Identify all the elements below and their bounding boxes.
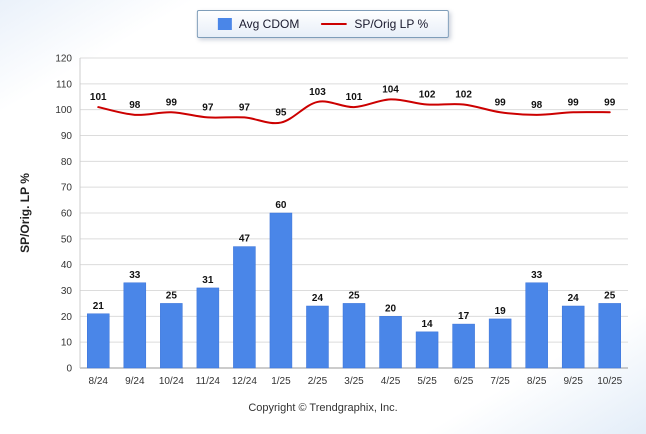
legend: Avg CDOM SP/Orig LP % [196, 10, 450, 38]
bar [160, 303, 183, 369]
bar [123, 282, 147, 369]
line-value-label: 103 [309, 87, 326, 98]
bar [87, 313, 110, 369]
y-tick-label: 50 [61, 234, 73, 245]
y-tick-label: 30 [61, 286, 73, 297]
y-tick-label: 120 [55, 54, 72, 65]
line-value-label: 102 [419, 90, 436, 101]
bar-value-label: 25 [166, 290, 178, 301]
x-tick-label: 8/24 [89, 376, 109, 387]
bar-value-label: 24 [568, 293, 580, 304]
y-tick-label: 90 [61, 131, 73, 142]
line-value-label: 98 [129, 100, 141, 111]
legend-item-sp-orig-lp: SP/Orig LP % [321, 17, 428, 31]
y-tick-label: 70 [61, 183, 73, 194]
x-tick-label: 11/24 [196, 376, 221, 387]
bar-value-label: 60 [275, 200, 287, 211]
legend-item-avg-cdom: Avg CDOM [217, 17, 300, 31]
footer-copyright: Copyright © Trendgraphix, Inc. [248, 402, 398, 414]
x-tick-label: 3/25 [344, 376, 364, 387]
bar-value-label: 17 [458, 311, 470, 322]
x-tick-label: 4/25 [381, 376, 401, 387]
bar-value-label: 33 [531, 270, 543, 281]
bar [269, 212, 293, 369]
y-tick-label: 110 [56, 79, 72, 90]
bar [452, 323, 475, 369]
bar-value-label: 14 [422, 319, 434, 330]
chart-area: 0 10 20 30 40 50 60 70 80 90 100 110 120 21 33 25 31 47 60… [0, 48, 646, 399]
x-tick-label: 9/25 [563, 376, 583, 387]
bar [561, 305, 585, 369]
legend-label-avg-cdom: Avg CDOM [238, 17, 300, 31]
line-value-label: 97 [239, 102, 251, 113]
line-value-label: 95 [275, 108, 287, 119]
x-tick-label: 2/25 [308, 376, 328, 387]
bar-swatch-icon [217, 18, 232, 30]
x-tick-label: 9/24 [125, 376, 145, 387]
x-tick-label: 5/25 [417, 376, 437, 387]
bar-value-label: 20 [385, 303, 397, 314]
bar [306, 305, 329, 369]
y-tick-label: 80 [61, 157, 73, 168]
bar [488, 318, 512, 369]
bar-value-label: 25 [348, 290, 360, 301]
bar-value-label: 33 [129, 270, 141, 281]
y-tick-label: 20 [61, 312, 73, 323]
bar [196, 287, 220, 369]
bar [598, 303, 621, 369]
y-tick-label: 60 [61, 209, 73, 220]
line-value-label: 101 [90, 92, 107, 103]
bar-value-label: 25 [604, 290, 616, 301]
x-tick-label: 10/24 [159, 376, 184, 387]
x-tick-label: 8/25 [527, 376, 547, 387]
bar-value-label: 31 [202, 275, 214, 286]
y-tick-label: 0 [66, 364, 72, 375]
bar [233, 246, 256, 369]
bar [525, 282, 548, 369]
bar-value-label: 24 [312, 293, 324, 304]
y-tick-label: 40 [61, 260, 73, 271]
bar [379, 316, 402, 369]
bar-value-label: 47 [239, 234, 251, 245]
legend-label-sp-orig-lp: SP/Orig LP % [354, 17, 429, 31]
bar-value-label: 19 [495, 306, 507, 317]
line-value-label: 99 [568, 97, 580, 108]
bar [342, 303, 366, 369]
line-value-label: 99 [495, 97, 507, 108]
line-swatch-icon [321, 23, 348, 25]
line-value-label: 101 [346, 92, 363, 103]
x-tick-label: 12/24 [232, 376, 257, 387]
x-tick-label: 10/25 [597, 376, 622, 387]
line-series [97, 98, 611, 125]
bar-value-label: 21 [93, 301, 105, 312]
x-tick-label: 7/25 [490, 376, 510, 387]
line-value-label: 99 [166, 97, 178, 108]
line-value-label: 97 [202, 102, 214, 113]
line-value-label: 98 [531, 100, 543, 111]
x-tick-label: 6/25 [454, 376, 474, 387]
x-tick-label: 1/25 [271, 376, 291, 387]
chart-svg: 0 10 20 30 40 50 60 70 80 90 100 110 120 21 33 25 31 47 60… [55, 54, 628, 387]
bar [415, 331, 439, 369]
y-tick-label: 10 [61, 338, 73, 349]
y-tick-label: 100 [55, 105, 72, 116]
line-value-label: 102 [455, 90, 472, 101]
line-value-label: 99 [604, 97, 616, 108]
line-value-label: 104 [382, 84, 399, 95]
